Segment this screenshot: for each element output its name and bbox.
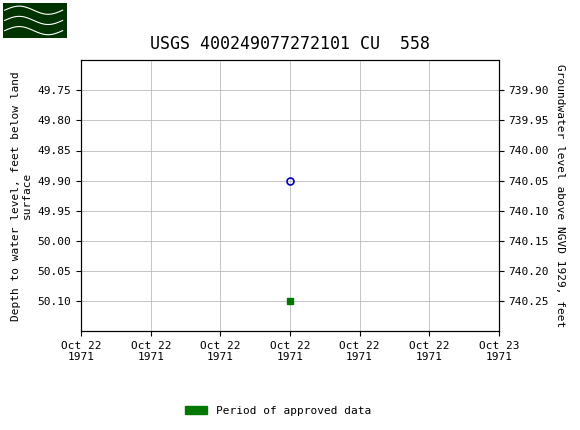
Legend: Period of approved data: Period of approved data (181, 401, 376, 420)
Text: USGS: USGS (72, 11, 132, 30)
FancyBboxPatch shape (3, 3, 67, 37)
Y-axis label: Groundwater level above NGVD 1929, feet: Groundwater level above NGVD 1929, feet (554, 64, 564, 327)
Title: USGS 400249077272101 CU  558: USGS 400249077272101 CU 558 (150, 35, 430, 53)
Y-axis label: Depth to water level, feet below land
surface: Depth to water level, feet below land su… (10, 71, 32, 320)
